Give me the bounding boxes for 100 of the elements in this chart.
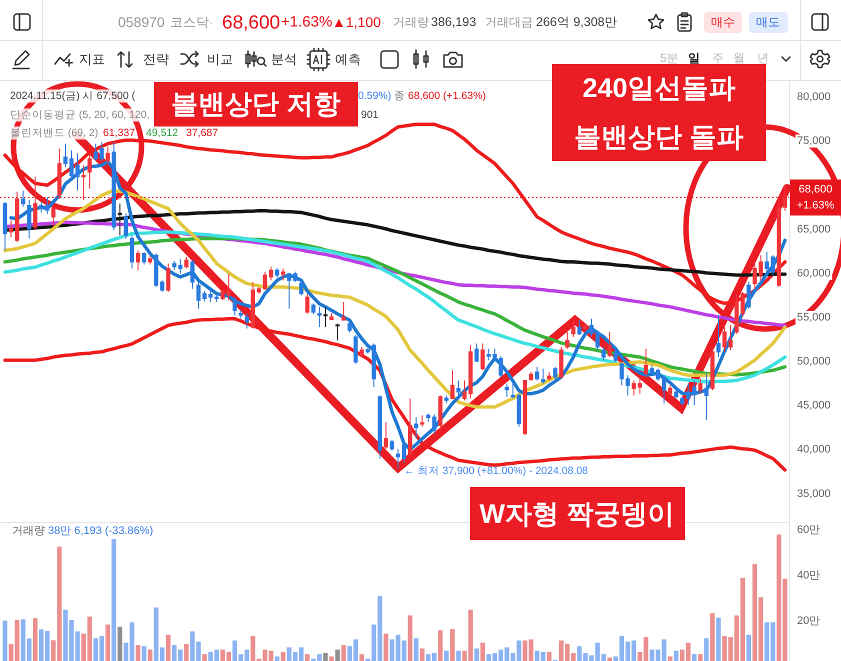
candlestick (716, 314, 721, 358)
text: 지표 (79, 52, 105, 66)
y-tick-label: 80,000 (797, 90, 831, 103)
candlestick (106, 146, 110, 164)
annotation: 종 (394, 90, 405, 102)
candlestick (244, 312, 249, 329)
annotation: ← 최저 37,900 (+81.00%) - 2024.08.08 (404, 465, 588, 478)
annotation: 볼밴상단 저항 (171, 89, 341, 119)
annotation: 0.59%) (358, 90, 392, 102)
candlestick (14, 191, 20, 243)
text: 058970 (118, 14, 165, 30)
candlestick (650, 364, 654, 376)
text: 주 (712, 51, 724, 65)
candlestick (2, 201, 8, 251)
candlestick (51, 206, 56, 228)
candlestick (148, 255, 152, 266)
candlestick (75, 152, 80, 191)
candlestick (342, 302, 346, 321)
candlestick (516, 393, 522, 428)
candlestick (547, 372, 552, 381)
candlestick (232, 296, 237, 316)
candlestick (274, 268, 280, 278)
candlestick (608, 331, 612, 358)
text: 5분 (660, 51, 679, 65)
candlestick (565, 331, 570, 350)
candlestick (456, 380, 461, 400)
candlestick (311, 302, 316, 314)
text: 년 (757, 51, 769, 65)
candlestick (722, 326, 727, 352)
text: 68,600 (222, 12, 280, 34)
candlestick (644, 348, 648, 378)
candlestick (238, 310, 243, 320)
text: +1.63% (281, 14, 332, 30)
candlestick (348, 321, 352, 333)
candlestick (740, 291, 745, 318)
annotation: 901 (361, 109, 379, 121)
candlestick (57, 148, 62, 200)
text: 코스닥 (170, 14, 209, 30)
candlestick (166, 263, 170, 292)
annotation: 볼린저밴드 (69, 2) (10, 127, 98, 139)
candlestick (462, 380, 467, 401)
text: · (209, 14, 214, 30)
candlestick (112, 141, 116, 231)
y-tick-label: 50,000 (797, 356, 831, 368)
candlestick (202, 290, 207, 302)
candlestick (136, 250, 140, 271)
candlestick (734, 293, 739, 334)
y-tick-label: 60,000 (797, 267, 831, 280)
text: · (381, 14, 386, 30)
annotation: 단순이동평균 (5, 20, 60, 120, (10, 109, 150, 121)
text: 거래대금 (485, 15, 533, 29)
candlestick (208, 286, 213, 302)
candlestick (534, 366, 540, 381)
candlestick (504, 383, 509, 398)
annotation: 61,337 (103, 127, 136, 139)
candlestick (196, 282, 201, 310)
candlestick (305, 293, 310, 314)
text: 월 (733, 51, 745, 65)
candlestick (21, 190, 26, 208)
candlestick (250, 282, 256, 329)
candlestick (674, 388, 678, 400)
candlestick (480, 342, 485, 371)
text: 일 (688, 51, 700, 65)
candlestick (184, 256, 188, 269)
candlestick (402, 442, 406, 464)
candlestick (317, 306, 322, 328)
candlestick (638, 378, 642, 394)
candlestick (414, 416, 418, 440)
candlestick (528, 372, 534, 381)
candlestick (82, 164, 86, 201)
candlestick (595, 330, 600, 351)
candlestick (510, 383, 516, 400)
candlestick (782, 186, 788, 212)
candlestick (559, 346, 564, 380)
candlestick (88, 152, 92, 190)
candlestick (281, 268, 286, 281)
text: 예측 (335, 52, 361, 66)
candlestick (728, 324, 733, 351)
candlestick (583, 323, 588, 332)
candlestick (396, 448, 400, 469)
text: 386,193 (431, 15, 476, 29)
y-tick-label: 45,000 (797, 400, 831, 412)
text: 분석 (271, 52, 297, 66)
text: 266억 9,308만 (536, 15, 618, 29)
annotation: 49,512 (146, 127, 178, 139)
candlestick (329, 312, 334, 321)
candlestick (354, 334, 358, 364)
candlestick (662, 374, 666, 404)
candlestick (420, 414, 424, 428)
candlestick (378, 394, 382, 460)
candlestick (746, 282, 751, 310)
candlestick (268, 266, 274, 281)
text: 비교 (207, 52, 233, 66)
candlestick (142, 252, 146, 266)
candlestick (571, 320, 576, 338)
candlestick (438, 394, 442, 431)
candlestick (770, 254, 776, 276)
y-tick-label: 65,000 (797, 223, 831, 236)
candlestick (468, 344, 473, 400)
text: 매수 (711, 15, 735, 29)
